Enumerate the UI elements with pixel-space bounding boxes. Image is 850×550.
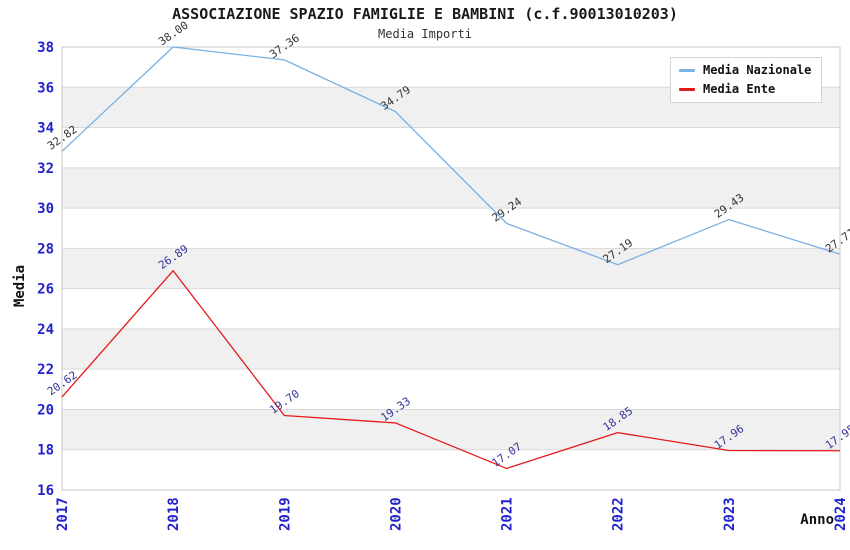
y-tick-label: 36 — [37, 80, 54, 96]
x-tick-label: 2020 — [388, 497, 404, 531]
y-tick-label: 28 — [37, 241, 54, 257]
y-tick-label: 22 — [37, 362, 54, 378]
plot-band — [62, 328, 840, 370]
value-label: 27.71 — [823, 226, 850, 256]
series-line-media-nazionale — [61, 46, 841, 266]
y-tick-label: 30 — [37, 201, 54, 217]
y-tick-label: 38 — [37, 40, 54, 56]
legend-item-media-ente: Media Ente — [679, 82, 811, 96]
plot-band — [62, 248, 840, 289]
x-tick-label: 2021 — [500, 497, 516, 531]
y-tick-label: 20 — [37, 402, 54, 418]
x-tick-label: 2017 — [55, 497, 71, 531]
y-tick-label: 26 — [37, 282, 54, 298]
legend-marker-media-ente — [679, 87, 695, 91]
y-tick-label: 16 — [37, 483, 54, 499]
legend-label: Media Nazionale — [703, 63, 812, 77]
chart-subtitle: Media Importi — [378, 27, 472, 41]
legend-item-media-nazionale: Media Nazionale — [679, 63, 811, 77]
legend-label: Media Ente — [703, 82, 776, 96]
chart-title: ASSOCIAZIONE SPAZIO FAMIGLIE E BAMBINI (… — [172, 5, 678, 23]
x-tick-label: 2024 — [833, 497, 849, 531]
value-label: 37.36 — [267, 31, 302, 61]
legend-marker-media-nazionale — [679, 68, 695, 72]
x-tick-label: 2022 — [611, 497, 627, 531]
plot-band — [62, 409, 840, 450]
x-tick-label: 2019 — [277, 497, 293, 531]
y-tick-label: 32 — [37, 161, 54, 177]
x-tick-label: 2018 — [166, 497, 182, 531]
y-tick-label: 24 — [37, 322, 54, 338]
series-line-media-ente — [61, 270, 841, 470]
plot-band — [62, 167, 840, 209]
x-tick-label: 2023 — [722, 497, 738, 531]
y-tick-label: 34 — [37, 121, 54, 137]
y-tick-label: 18 — [37, 443, 54, 459]
legend: Media Nazionale Media Ente — [670, 57, 823, 103]
plot-border — [61, 46, 841, 491]
y-axis-title: Media — [12, 264, 28, 308]
value-label: 38.00 — [156, 19, 191, 49]
x-axis-title: Anno — [800, 512, 834, 528]
